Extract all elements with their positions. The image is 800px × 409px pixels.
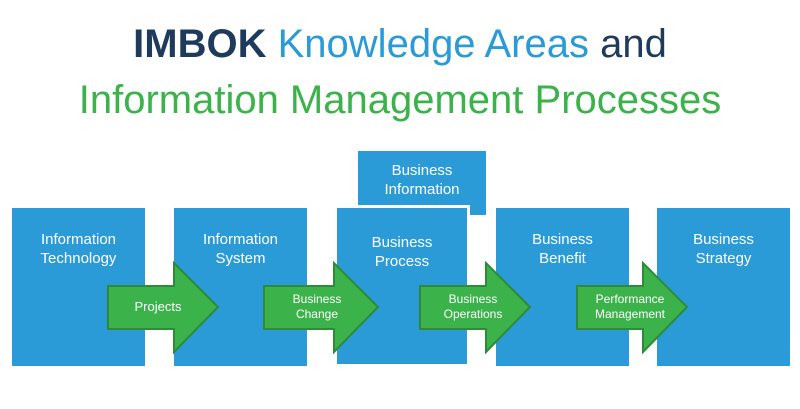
box-business-benefit: Business Benefit [496, 208, 629, 366]
title-and: and [600, 22, 667, 66]
arrow-label-business-change-line2: Change [295, 307, 339, 321]
box-business-benefit-line1: Business [532, 231, 593, 248]
box-business-information-line2: Information [384, 181, 460, 198]
arrow-label-projects: Projects [108, 299, 208, 314]
arrow-label-performance-management-line2: Management [594, 307, 666, 321]
box-information-system-line1: Information [202, 231, 279, 248]
arrow-label-business-operations-line1: Business [448, 292, 498, 306]
box-business-strategy-line2: Strategy [695, 250, 752, 267]
box-business-benefit-line2: Benefit [539, 250, 586, 267]
arrow-label-business-operations: Business Operations [420, 292, 526, 322]
box-business-process-line2: Process [374, 253, 430, 270]
box-business-information-line1: Business [391, 162, 453, 179]
arrow-business-operations [419, 260, 532, 355]
box-information-technology-line2: Technology [40, 250, 117, 267]
title-imbok: IMBOK [133, 22, 267, 66]
box-information-technology: Information Technology [12, 208, 145, 366]
box-business-strategy: Business Strategy [657, 208, 790, 366]
arrow-label-performance-management-line1: Performance [595, 292, 665, 306]
arrow-performance-management [576, 260, 689, 355]
arrow-business-change [263, 260, 380, 355]
arrow-label-business-operations-line2: Operations [443, 307, 503, 321]
arrow-label-business-change: Business Change [266, 292, 368, 322]
arrow-label-performance-management: Performance Management [578, 292, 682, 322]
box-information-system-line2: System [215, 250, 266, 267]
title-line-2: Information Management Processes [78, 78, 722, 122]
title-line-1: IMBOK Knowledge Areas and [0, 20, 800, 68]
box-business-strategy-line1: Business [693, 231, 754, 248]
box-business-process-line1: Business [371, 234, 433, 251]
arrow-label-projects-line1: Projects [134, 299, 182, 314]
box-information-technology-line1: Information [40, 231, 117, 248]
title-knowledge-areas: Knowledge Areas [277, 22, 589, 66]
arrow-label-business-change-line1: Business [292, 292, 342, 306]
arrow-projects [107, 260, 220, 355]
